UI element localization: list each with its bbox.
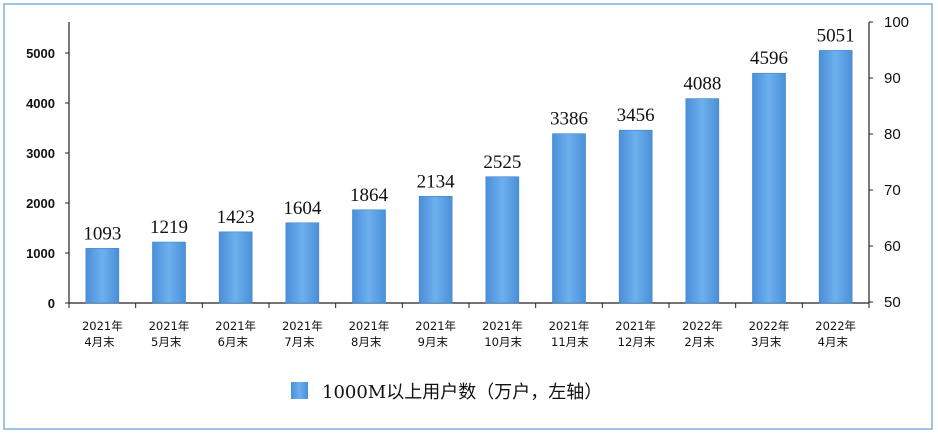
category-label-year: 2021年 — [549, 319, 590, 333]
left-tick-label: 3000 — [26, 146, 55, 161]
data-label: 2525 — [483, 152, 521, 173]
legend-label: 1000M以上用户数（万户，左轴） — [322, 382, 602, 403]
category-label-year: 2022年 — [682, 319, 723, 333]
left-tick-label: 0 — [48, 296, 55, 311]
bar — [418, 196, 453, 304]
category-label-month: 8月末 — [351, 335, 382, 349]
category-label-month: 5月末 — [151, 335, 182, 349]
legend: 1000M以上用户数（万户，左轴） — [291, 382, 602, 403]
category-label-month: 3月末 — [751, 335, 782, 349]
bar — [218, 231, 253, 304]
data-label: 1219 — [150, 217, 188, 238]
category-label-month: 4月末 — [84, 335, 115, 349]
data-label: 4596 — [750, 48, 788, 69]
data-label: 2134 — [417, 171, 456, 192]
category-label-year: 2021年 — [615, 319, 656, 333]
bar — [352, 209, 386, 304]
category-label-year: 2022年 — [815, 319, 856, 333]
data-label: 1423 — [217, 207, 255, 228]
bars — [85, 50, 853, 304]
bar — [152, 241, 186, 304]
left-tick-label: 2000 — [26, 196, 55, 211]
category-label-month: 2月末 — [684, 335, 715, 349]
bar — [285, 222, 320, 304]
data-label: 1093 — [83, 223, 121, 244]
right-tick-label: 50 — [884, 294, 901, 311]
category-label-year: 2021年 — [415, 319, 456, 333]
right-tick-label: 60 — [884, 238, 901, 255]
right-tick-label: 70 — [884, 182, 901, 199]
left-tick-label: 4000 — [26, 96, 55, 111]
category-label-year: 2022年 — [749, 319, 790, 333]
category-label-year: 2021年 — [482, 319, 523, 333]
left-tick-label: 5000 — [26, 46, 55, 61]
data-labels: 1093 1219 1423 1604 1864 2134 2525 3386 3456 4088… — [83, 25, 854, 244]
category-label-month: 10月末 — [484, 335, 522, 349]
category-labels: 2021年 4月末 2021年 5月末 2021年 6月末 2021年 7月末 2021年 8月末… — [82, 319, 856, 349]
bar — [552, 133, 586, 304]
category-label-month: 6月末 — [218, 335, 249, 349]
bar — [818, 50, 853, 304]
data-label: 4088 — [683, 74, 721, 95]
data-label: 3456 — [617, 105, 655, 126]
bar — [685, 98, 720, 304]
data-label: 5051 — [817, 25, 855, 46]
right-tick-label: 100 — [884, 14, 909, 31]
axes: 0 1000 2000 3000 4000 5000 50 60 70 80 90 100 — [26, 14, 909, 311]
category-label-year: 2021年 — [215, 319, 256, 333]
data-label: 1604 — [283, 198, 322, 219]
right-tick-label: 80 — [884, 126, 901, 143]
right-tick-label: 90 — [884, 70, 901, 87]
category-label-month: 7月末 — [284, 335, 315, 349]
bar — [752, 72, 786, 304]
legend-swatch — [291, 382, 308, 399]
category-label-year: 2021年 — [82, 319, 123, 333]
data-label: 3386 — [550, 109, 588, 130]
category-label-month: 9月末 — [418, 335, 449, 349]
category-label-month: 4月末 — [818, 335, 849, 349]
bar — [85, 248, 120, 304]
data-label: 1864 — [350, 185, 389, 206]
category-label-month: 12月末 — [618, 335, 656, 349]
category-label-month: 11月末 — [551, 335, 589, 349]
left-tick-label: 1000 — [26, 246, 55, 261]
category-label-year: 2021年 — [149, 319, 190, 333]
category-label-year: 2021年 — [349, 319, 390, 333]
category-label-year: 2021年 — [282, 319, 323, 333]
bar — [485, 176, 520, 304]
bar — [618, 129, 653, 304]
